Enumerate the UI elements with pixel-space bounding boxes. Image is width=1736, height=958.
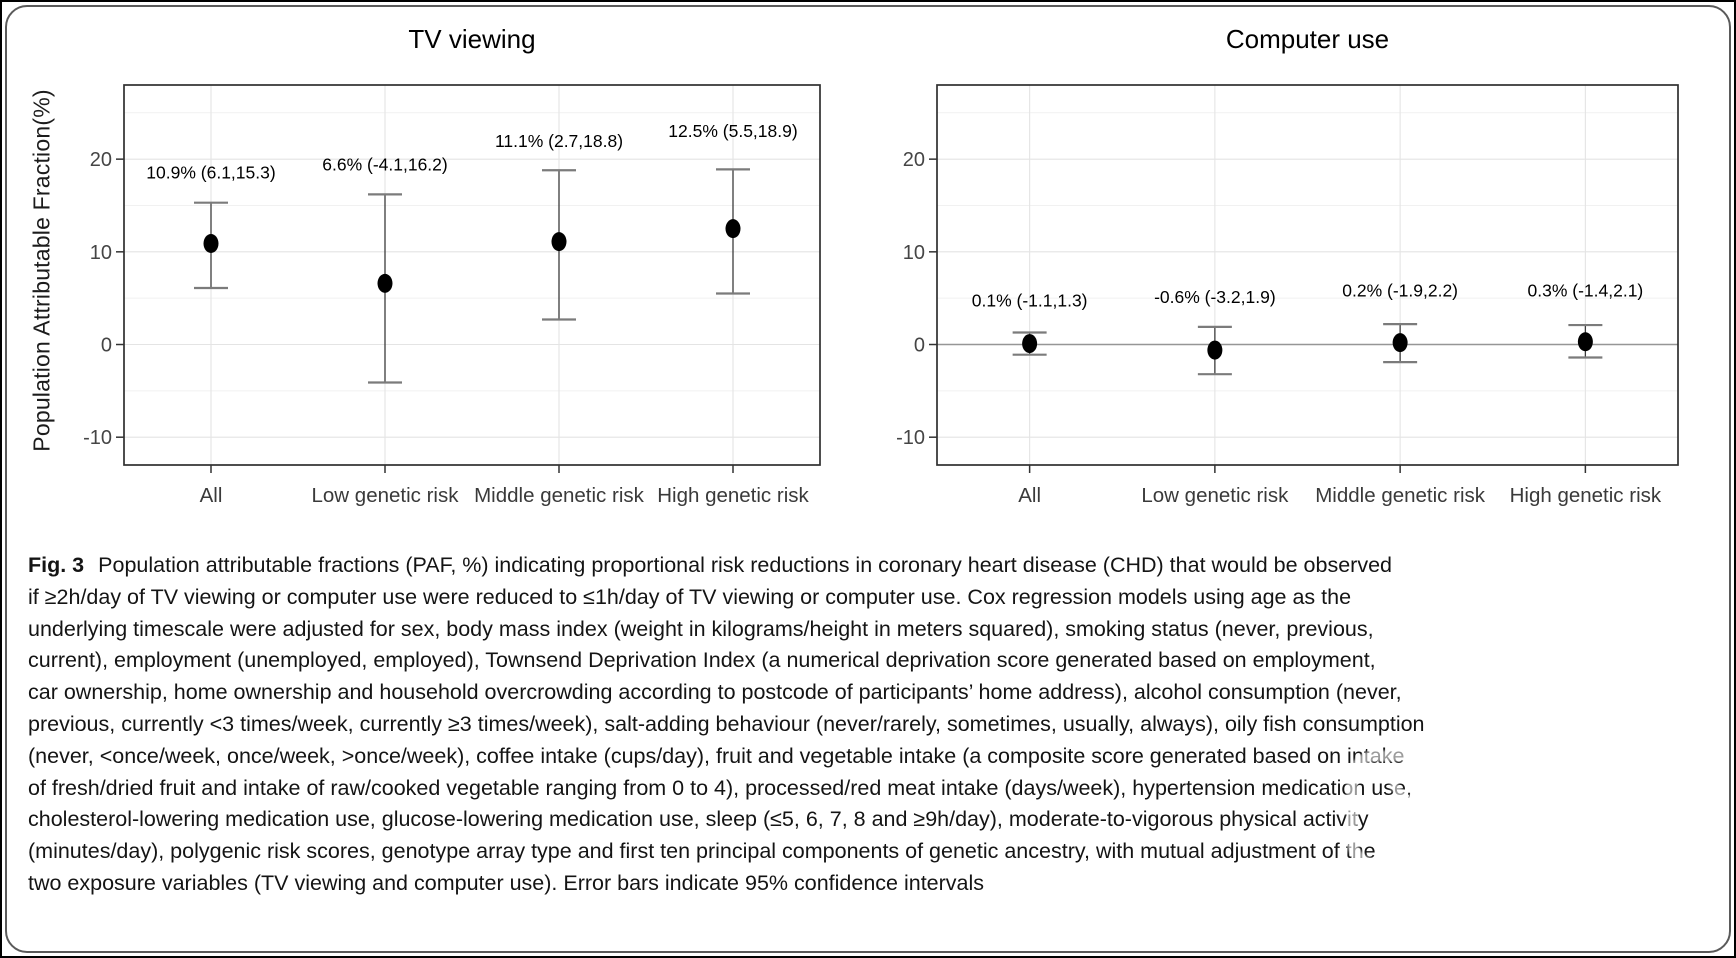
caption-line: (never, <once/week, once/week, >once/wee… (28, 743, 1405, 768)
svg-text:0: 0 (914, 335, 925, 357)
svg-text:-10: -10 (83, 427, 112, 449)
caption-line: if ≥2h/day of TV viewing or computer use… (28, 584, 1352, 609)
chart-computer-use: -10 0 10 20 All Low genetic risk Middle geneti… (875, 10, 1685, 530)
figure-number: Fig. 3 (28, 553, 85, 577)
y-axis-label-text: Population Attributable Fraction(%) (28, 88, 55, 452)
caption-line: current), employment (unemployed, employ… (28, 648, 1376, 673)
svg-text:0.2% (-1.9,2.2): 0.2% (-1.9,2.2) (1342, 280, 1458, 300)
caption-line: two exposure variables (TV viewing and c… (28, 870, 985, 895)
svg-text:Computer use: Computer use (1226, 24, 1389, 54)
svg-text:10: 10 (903, 242, 925, 264)
svg-text:Low genetic risk: Low genetic risk (1141, 484, 1289, 507)
svg-text:20: 20 (903, 149, 925, 171)
svg-text:6.6% (-4.1,16.2): 6.6% (-4.1,16.2) (322, 154, 447, 174)
svg-text:0.3% (-1.4,2.1): 0.3% (-1.4,2.1) (1528, 280, 1644, 300)
caption-line: Fig. 3 Population attributable fractions … (28, 550, 1710, 582)
caption-line: car ownership, home ownership and househ… (28, 680, 1402, 705)
caption-line: of fresh/dried fruit and intake of raw/c… (28, 775, 1412, 800)
tv-viewing-plot: -10 0 10 20 All Low genetic risk Middle geneti… (83, 24, 821, 507)
svg-text:Low genetic risk: Low genetic risk (312, 484, 460, 507)
caption-line: underlying timescale were adjusted for s… (28, 616, 1374, 641)
svg-text:20: 20 (90, 149, 112, 171)
svg-text:0: 0 (101, 335, 112, 357)
svg-text:High genetic risk: High genetic risk (657, 484, 809, 507)
caption-line: (minutes/day), polygenic risk scores, ge… (28, 839, 1376, 864)
svg-text:High genetic risk: High genetic risk (1510, 484, 1662, 507)
svg-text:Middle genetic risk: Middle genetic risk (1315, 484, 1486, 507)
svg-text:-0.6% (-3.2,1.9): -0.6% (-3.2,1.9) (1154, 287, 1276, 307)
svg-text:All: All (1018, 484, 1041, 507)
y-axis-label: Population Attributable Fraction(%) (22, 10, 62, 530)
svg-text:12.5% (5.5,18.9): 12.5% (5.5,18.9) (668, 121, 797, 141)
charts-row: Population Attributable Fraction(%) -10 0… (2, 2, 1734, 530)
svg-text:Middle genetic risk: Middle genetic risk (474, 484, 645, 507)
caption-line: cholesterol-lowering medication use, glu… (28, 807, 1369, 832)
chart-tv-viewing: Population Attributable Fraction(%) -10 0… (22, 10, 827, 530)
svg-text:0.1% (-1.1,1.3): 0.1% (-1.1,1.3) (972, 291, 1088, 311)
svg-text:TV viewing: TV viewing (408, 24, 535, 54)
svg-text:-10: -10 (896, 427, 925, 449)
svg-text:All: All (200, 484, 223, 507)
computer-use-plot: -10 0 10 20 All Low genetic risk Middle geneti… (896, 24, 1679, 507)
caption-line: previous, currently <3 times/week, curre… (28, 711, 1425, 736)
svg-text:11.1% (2.7,18.8): 11.1% (2.7,18.8) (495, 131, 623, 151)
figure-caption: Fig. 3 Population attributable fractions … (28, 550, 1710, 900)
svg-text:10.9% (6.1,15.3): 10.9% (6.1,15.3) (146, 163, 275, 183)
caption-text: Population attributable fractions (PAF, … (98, 553, 1392, 577)
svg-text:10: 10 (90, 242, 112, 264)
